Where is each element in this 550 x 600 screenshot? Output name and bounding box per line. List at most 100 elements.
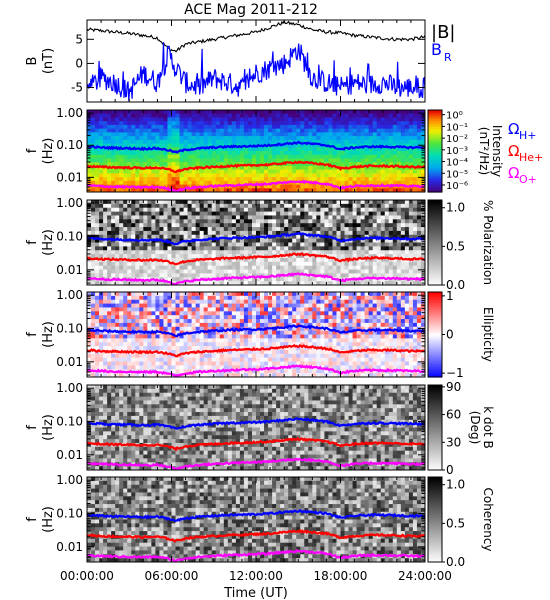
colorbar-tick-polarization: 0.5 xyxy=(446,239,465,253)
y-tick-label-ellipticity: 1.00 xyxy=(56,288,83,302)
x-tick-label: 06:00:00 xyxy=(145,569,199,583)
legend-omega-Hplus: Ω xyxy=(508,120,519,138)
y-tick-label-field: -5 xyxy=(71,81,83,95)
colorbar-tick-kdotb: 30 xyxy=(446,435,461,449)
colorbar-tick-kdotb: 0 xyxy=(446,463,454,477)
plot-area-polarization xyxy=(87,200,425,285)
y-axis-unit-ellipticity: (Hz) xyxy=(41,321,56,348)
series-line-b-magnitude xyxy=(87,20,425,53)
colorbar-unit-kdotb: (Deg) xyxy=(468,411,482,445)
gyro-line-Heplus xyxy=(87,160,425,174)
chart-title: ACE Mag 2011-212 xyxy=(184,2,318,18)
colorbar-label-coherency: Coherency xyxy=(481,487,495,551)
colorbar-label-intensity: Intensity xyxy=(490,125,504,177)
colorbar-tick-ellipticity: 0 xyxy=(446,328,454,342)
y-axis-label-intensity: f xyxy=(25,148,40,153)
gyro-line-Oplus xyxy=(87,272,425,285)
panels: 50-5B (nT)|B|B R1.000.100.01f (Hz)10⁰10⁻¹10… xyxy=(25,19,543,569)
legend-b-r: B xyxy=(431,40,442,59)
gyro-line-Oplus xyxy=(87,548,425,562)
y-tick-label-kdotb: 0.10 xyxy=(56,415,83,429)
y-axis-unit-intensity: (Hz) xyxy=(41,138,56,165)
x-axis-label: Time (UT) xyxy=(223,586,288,600)
legend-omega-sub-Hplus: H+ xyxy=(519,129,537,142)
y-tick-label-ellipticity: 0.01 xyxy=(56,355,83,369)
colorbar-tick-intensity: 10⁻³ xyxy=(446,146,468,157)
colorbar-tick-intensity: 10⁻⁴ xyxy=(446,158,468,169)
colorbar-tick-kdotb: 60 xyxy=(446,408,461,422)
legend-omega-Oplus: Ω xyxy=(508,164,519,182)
gyro-line-Oplus xyxy=(87,179,425,192)
y-axis-unit-field: (nT) xyxy=(41,48,56,74)
y-tick-label-polarization: 0.10 xyxy=(56,230,83,244)
legend-omega-sub-Heplus: He+ xyxy=(519,151,543,164)
colorbar-tick-polarization: 1.0 xyxy=(446,201,465,215)
x-tick-label: 24:00:00 xyxy=(398,569,452,583)
gyro-line-Oplus xyxy=(87,364,425,377)
colorbar-tick-ellipticity: 1 xyxy=(446,289,454,303)
colorbar-intensity xyxy=(427,109,443,193)
x-tick-label: 00:00:00 xyxy=(60,569,114,583)
legend-b-magnitude: |B| xyxy=(431,22,455,43)
plot-area-field xyxy=(87,20,425,101)
colorbar-unit-intensity: (nT²/Hz) xyxy=(477,127,491,175)
gyro-line-Heplus xyxy=(87,436,425,452)
legend-omega-sub-Oplus: O+ xyxy=(519,173,537,186)
colorbar-label-ellipticity: Ellipticity xyxy=(481,307,495,362)
colorbar-label-kdotb: k dot B xyxy=(481,406,495,448)
y-axis-label-polarization: f xyxy=(25,240,40,245)
y-tick-label-coherency: 0.10 xyxy=(56,507,83,521)
y-tick-label-field: 5 xyxy=(75,32,83,46)
y-tick-label-intensity: 0.01 xyxy=(56,170,83,184)
gyro-line-Oplus xyxy=(87,457,425,470)
y-tick-label-field: 0 xyxy=(75,56,83,70)
gyro-line-Heplus xyxy=(87,344,425,358)
gyro-line-Hplus xyxy=(87,417,425,430)
panel-kdotb: 1.00 0.10 0.01 f (Hz) 90 60 30 0 k dot B(Deg) xyxy=(25,380,495,477)
x-tick-label: 12:00:00 xyxy=(229,569,283,583)
colorbar-tick-coherency: 1.0 xyxy=(446,478,465,492)
colorbar-tick-polarization: 0.0 xyxy=(446,278,465,292)
gyro-line-Heplus xyxy=(87,252,425,266)
panel-coherency: 1.00 0.10 0.01 f (Hz) 1.0 0.5 0.0 Coherency xyxy=(25,473,495,569)
legend-omega-Heplus: Ω xyxy=(508,142,519,160)
y-tick-label-kdotb: 0.01 xyxy=(56,448,83,462)
colorbar-tick-coherency: 0.0 xyxy=(446,555,465,569)
y-axis-unit-kdotb: (Hz) xyxy=(41,414,56,441)
y-axis-unit-polarization: (Hz) xyxy=(41,229,56,256)
gyro-line-Heplus xyxy=(87,528,425,543)
y-axis-unit-coherency: (Hz) xyxy=(41,506,56,533)
colorbar-tick-intensity: 10⁻⁵ xyxy=(446,169,468,180)
y-axis-label-field: B xyxy=(25,57,40,66)
x-tick-label: 18:00:00 xyxy=(314,569,368,583)
y-axis-label-kdotb: f xyxy=(25,425,40,430)
y-tick-label-coherency: 0.01 xyxy=(56,540,83,554)
y-tick-label-coherency: 1.00 xyxy=(56,473,83,487)
y-tick-label-polarization: 0.01 xyxy=(56,263,83,277)
colorbar-tick-intensity: 10⁰ xyxy=(446,111,463,122)
y-tick-label-intensity: 1.00 xyxy=(56,106,83,120)
gyro-line-Hplus xyxy=(87,324,425,338)
colorbar-tick-kdotb: 90 xyxy=(446,380,461,394)
panel-intensity: 1.00 0.10 0.01 f (Hz) 10⁰10⁻¹10⁻²10⁻³10⁻⁴10⁻⁵… xyxy=(25,106,543,193)
y-tick-label-intensity: 0.10 xyxy=(56,138,83,152)
colorbar-tick-ellipticity: −1 xyxy=(446,366,464,380)
y-axis-label-ellipticity: f xyxy=(25,332,40,337)
plot-area-coherency xyxy=(87,477,425,562)
y-tick-label-ellipticity: 0.10 xyxy=(56,322,83,336)
colorbar-tick-intensity: 10⁻⁶ xyxy=(446,181,468,192)
y-tick-label-polarization: 1.00 xyxy=(56,196,83,210)
panel-field: 50-5B (nT)|B|B R xyxy=(25,19,455,103)
plot-area-kdotb xyxy=(87,385,425,470)
colorbar-polarization xyxy=(427,199,443,286)
x-axis: 00:00:00 06:00:00 12:00:00 18:00:00 24:00:00 xyxy=(60,569,452,583)
panel-polarization: 1.00 0.10 0.01 f (Hz) 1.0 0.5 0.0 % Polarization xyxy=(25,196,495,292)
gyro-line-Hplus xyxy=(87,232,425,246)
series-line-b-r xyxy=(87,42,425,101)
gyro-line-Hplus xyxy=(87,509,425,523)
colorbar-kdotb xyxy=(427,384,443,471)
colorbar-tick-intensity: 10⁻¹ xyxy=(446,122,468,133)
y-axis-label-coherency: f xyxy=(25,517,40,522)
colorbar-coherency xyxy=(427,476,443,563)
